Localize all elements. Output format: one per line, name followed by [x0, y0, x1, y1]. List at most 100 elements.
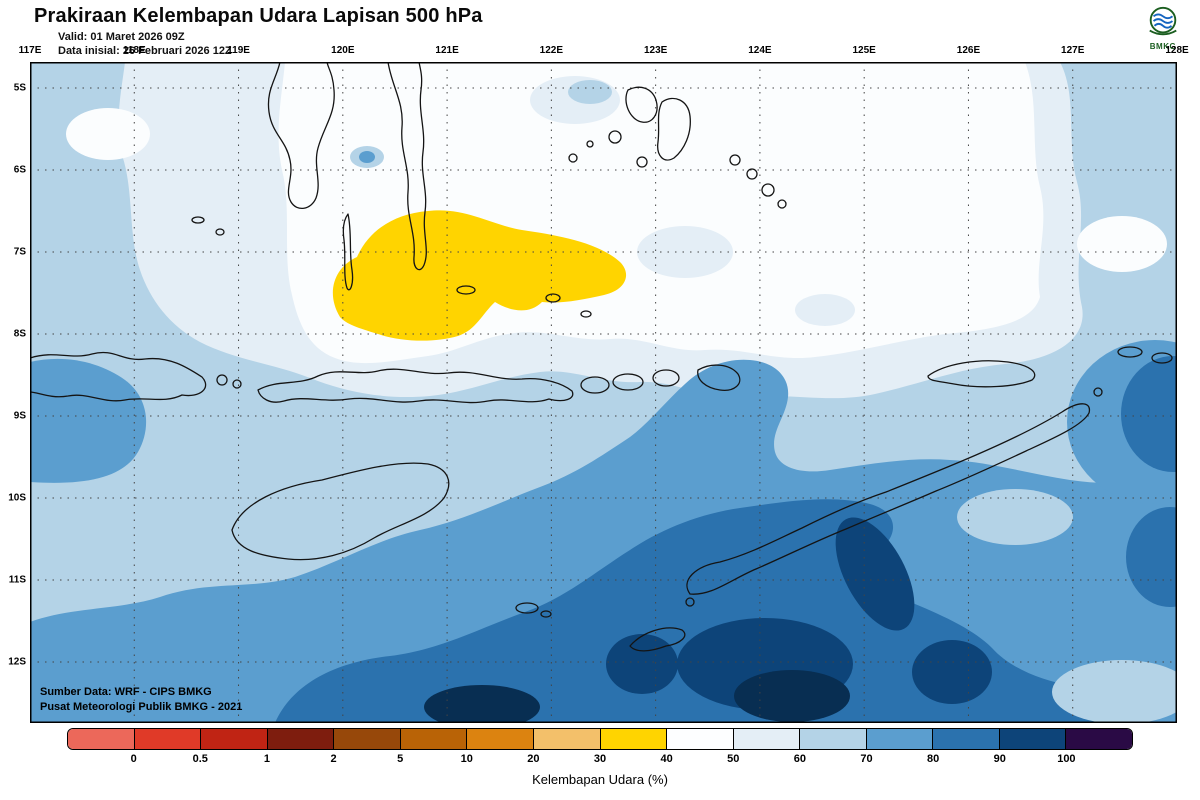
- valid-value: 01 Maret 2026 09Z: [90, 31, 185, 43]
- colorbar-segment: [334, 729, 401, 749]
- island-outline-sumba: [231, 462, 450, 561]
- contour-patch: [637, 226, 733, 278]
- island-outline-rote: [629, 627, 686, 652]
- colorbar: 0 0.5 1 2 5 10 20 30 40 50 60 70 80 90 100 Kelembapan …: [67, 728, 1133, 787]
- source-line-1: Sumber Data: WRF - CIPS BMKG: [40, 686, 212, 698]
- valid-line: Valid: 01 Maret 2026 09Z: [58, 30, 232, 44]
- colorbar-tick-label: 0: [130, 753, 137, 765]
- forecast-meta: Valid: 01 Maret 2026 09Z Data inisial: 2…: [58, 30, 232, 58]
- island-outline-muna: [625, 86, 658, 123]
- island-outline: [580, 376, 610, 394]
- bmkg-logo-icon: [1149, 6, 1177, 36]
- colorbar-segment: [201, 729, 268, 749]
- lat-label: 10S: [8, 492, 26, 504]
- source-line-2: Pusat Meteorologi Publik BMKG - 2021: [40, 701, 243, 713]
- humidity-map-canvas: [29, 61, 1200, 729]
- island-outline: [777, 199, 787, 209]
- contour-90-100: [835, 517, 915, 631]
- lon-label: 119E: [227, 45, 250, 56]
- colorbar-caption: Kelembapan Udara (%): [532, 772, 668, 787]
- init-line: Data inisial: 26 Februari 2026 12Z: [58, 44, 232, 58]
- island-outline-buton: [657, 97, 691, 161]
- island-outline-wetar: [927, 360, 1036, 388]
- colorbar-segment: [866, 729, 934, 749]
- colorbar-segment: [933, 729, 1000, 749]
- island-outline-selayar: [342, 213, 354, 291]
- lon-label: 126E: [956, 45, 981, 56]
- lon-label: 123E: [643, 45, 668, 56]
- contour-patch: [1052, 660, 1192, 724]
- page-title: Prakiraan Kelembapan Udara Lapisan 500 h…: [34, 5, 483, 27]
- island-outline: [540, 610, 552, 618]
- island-outline: [586, 140, 594, 148]
- island-outline: [580, 310, 592, 318]
- colorbar-ticks: 0 0.5 1 2 5 10 20 30 40 50 60 70 80 90 100: [67, 753, 1133, 768]
- map-source: Sumber Data: WRF - CIPS BMKG Pusat Meteo…: [40, 685, 242, 715]
- island-outline-sumbawa: [29, 351, 207, 402]
- contour-patch: [795, 294, 855, 326]
- colorbar-tick-label: 70: [860, 753, 873, 765]
- colorbar-segment: [68, 729, 135, 749]
- map: Sumber Data: WRF - CIPS BMKG Pusat Meteo…: [29, 61, 1200, 729]
- colorbar-tick-label: 50: [727, 753, 740, 765]
- lat-label: 9S: [13, 410, 26, 422]
- bmkg-logo: BMKG: [1138, 4, 1188, 51]
- contour-90-100-core: [734, 670, 850, 722]
- contour-patch: [1077, 216, 1167, 272]
- colorbar-tick-label: 20: [527, 753, 540, 765]
- lat-label: 7S: [13, 246, 26, 258]
- island-outline-alor: [697, 364, 741, 391]
- island-outline: [216, 374, 228, 386]
- lon-label: 124E: [748, 45, 772, 56]
- colorbar-tick-label: 40: [660, 753, 673, 765]
- colorbar-tick-label: 0.5: [192, 753, 208, 765]
- contour-90-100: [606, 634, 678, 694]
- init-value: 26 Februari 2026 12Z: [122, 45, 232, 57]
- colorbar-segment: [667, 729, 734, 749]
- lat-label: 5S: [13, 82, 26, 94]
- island-outline: [456, 285, 476, 295]
- island-outline: [652, 369, 680, 387]
- contour-90-100-core: [424, 685, 540, 729]
- contour-patch: [359, 151, 375, 163]
- colorbar-tick-label: 30: [593, 753, 607, 765]
- island-outline: [636, 156, 648, 168]
- colorbar-segment: [134, 729, 202, 749]
- lon-label: 128E: [1165, 45, 1189, 56]
- colorbar-tick-label: 100: [1057, 753, 1076, 765]
- lat-label: 8S: [13, 328, 26, 340]
- island-outline: [746, 168, 758, 180]
- valid-label: Valid:: [58, 31, 88, 43]
- contour-80-90-main: [275, 499, 1118, 723]
- lon-label: 121E: [435, 45, 459, 56]
- lat-label: 11S: [8, 574, 26, 586]
- colorbar-segment: [600, 729, 668, 749]
- island-outline: [191, 216, 205, 224]
- island-outline-kisar: [1093, 387, 1103, 397]
- colorbar-segment: [267, 729, 335, 749]
- island-outline-flores: [257, 368, 574, 404]
- contour-70-80-left: [30, 358, 147, 483]
- island-outline: [729, 154, 741, 166]
- colorbar-segment: [733, 729, 801, 749]
- island-outline-sulawesi-west-arm: [267, 61, 335, 209]
- contour-90-100: [912, 640, 992, 704]
- island-outline: [608, 130, 622, 144]
- colorbar-tick-label: 80: [927, 753, 940, 765]
- coastlines: [29, 61, 1173, 652]
- island-outline: [215, 228, 225, 236]
- colorbar-segment: [999, 729, 1067, 749]
- island-outline: [545, 293, 561, 303]
- island-outline: [232, 379, 242, 389]
- map-frame-border: [30, 62, 1177, 723]
- lon-label: 125E: [852, 45, 876, 56]
- contour-30-40-yellow: [332, 210, 627, 341]
- island-outline-semau: [685, 597, 695, 607]
- contour-patch: [66, 108, 150, 160]
- humidity-contour-fills: [30, 62, 1200, 729]
- island-outline: [612, 373, 644, 391]
- island-outline: [1151, 352, 1173, 364]
- island-outline-sulawesi-east-arm: [387, 61, 427, 271]
- colorbar-segment: [800, 729, 867, 749]
